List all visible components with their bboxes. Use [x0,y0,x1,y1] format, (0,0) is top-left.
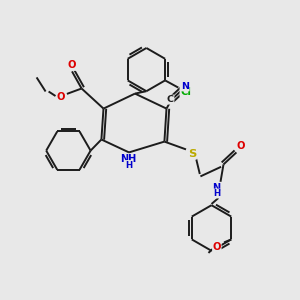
Text: N: N [212,183,221,193]
Text: S: S [188,149,196,159]
Text: H: H [125,160,133,169]
Text: NH: NH [120,154,136,164]
Text: Cl: Cl [180,86,191,97]
Text: N: N [181,82,189,91]
Text: O: O [237,141,245,151]
Text: O: O [213,242,221,252]
Text: H: H [213,189,220,198]
Text: C: C [167,95,174,104]
Text: O: O [67,60,76,70]
Text: O: O [57,92,65,102]
